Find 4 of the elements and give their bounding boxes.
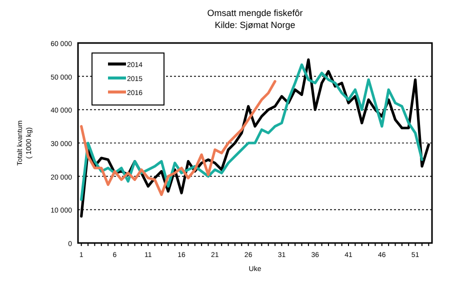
chart-title: Omsatt mengde fiskefôr bbox=[207, 8, 303, 18]
chart-subtitle: Kilde: Sjømat Norge bbox=[214, 20, 296, 30]
line-series bbox=[80, 80, 276, 196]
line-series bbox=[80, 63, 424, 201]
